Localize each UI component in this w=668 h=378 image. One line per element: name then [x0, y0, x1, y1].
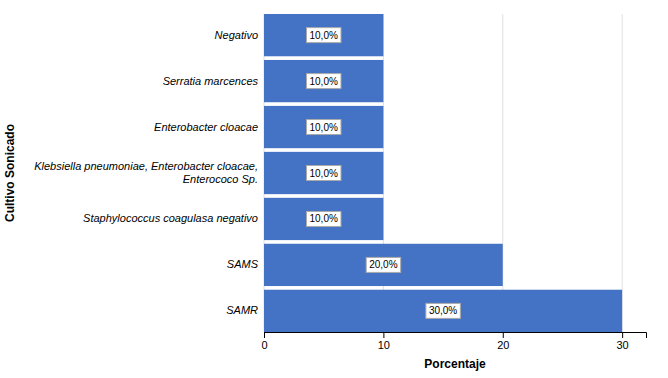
data-label-box [307, 211, 341, 226]
y-tick: Staphylococcus coagulasa negativo [83, 212, 258, 224]
data-label: 10,0% [310, 30, 338, 41]
bars [264, 14, 622, 332]
bar [264, 14, 383, 56]
data-label-group: 30,0% [426, 303, 460, 318]
y-tick-label: Serratia marcences [163, 75, 259, 87]
data-label: 10,0% [310, 213, 338, 224]
data-label-box [307, 120, 341, 135]
data-label: 10,0% [310, 76, 338, 87]
grid-line [622, 14, 623, 332]
y-tick: Enterobacter cloacae [154, 121, 258, 133]
data-label-group: 20,0% [366, 257, 400, 272]
x-axis-line [265, 333, 647, 339]
plot: 0 10 20 30 SAMR SAMS Staphylococcus coagulasa … [34, 14, 646, 351]
x-tick-mark [622, 332, 623, 338]
x-tick: 20 [497, 332, 509, 351]
y-tick-label: Negativo [215, 29, 258, 41]
data-label-box [307, 74, 341, 89]
x-tick: 30 [617, 332, 629, 351]
data-label: 20,0% [369, 259, 397, 270]
data-labels: 30,0% 20,0% 10,0% 10,0% 10,0% 10,0% 10,0% [307, 28, 461, 319]
x-axis: 0 10 20 30 [261, 332, 646, 351]
data-label-group: 10,0% [307, 166, 341, 181]
y-tick: SAMR [226, 304, 258, 316]
data-label: 10,0% [310, 122, 338, 133]
x-tick-label: 20 [497, 339, 509, 351]
bar [264, 244, 503, 286]
y-tick-label: Enterobacter cloacae [154, 121, 258, 133]
data-label-group: 10,0% [307, 28, 341, 43]
data-label-box [307, 166, 341, 181]
grid [264, 14, 622, 332]
y-tick-label: Staphylococcus coagulasa negativo [83, 212, 258, 224]
y-tick-label: SAMR [226, 304, 258, 316]
bar [264, 152, 383, 194]
y-tick: Klebsiella pneumoniae, Enterobacter cloa… [34, 160, 258, 185]
bar [264, 106, 383, 148]
data-label-box [307, 28, 341, 43]
data-label-group: 10,0% [307, 211, 341, 226]
bar [264, 198, 383, 240]
data-label-box [366, 257, 400, 272]
data-label-group: 10,0% [307, 74, 341, 89]
chart: 0 10 20 30 SAMR SAMS Staphylococcus coagulasa … [0, 0, 668, 378]
x-tick-mark [383, 332, 384, 338]
y-tick: Negativo [215, 29, 258, 41]
x-tick-label: 30 [617, 339, 629, 351]
bar [264, 60, 383, 102]
x-tick: 0 [261, 332, 267, 351]
data-label-box [426, 303, 460, 318]
y-axis: SAMR SAMS Staphylococcus coagulasa negativ… [34, 29, 258, 317]
bar [264, 290, 622, 332]
x-tick-mark [264, 332, 265, 338]
x-tick-mark [503, 332, 504, 338]
y-tick: Serratia marcences [163, 75, 259, 87]
y-axis-title: Cultivo Sonicado [3, 124, 17, 222]
y-tick-label: Klebsiella pneumoniae, Enterobacter cloa… [34, 160, 258, 185]
y-tick-label: SAMS [227, 258, 259, 270]
x-tick: 10 [378, 332, 390, 351]
x-axis-title: Porcentaje [424, 357, 486, 371]
x-tick-label: 0 [261, 339, 267, 351]
y-tick: SAMS [227, 258, 259, 270]
data-label: 10,0% [310, 168, 338, 179]
x-tick-label: 10 [378, 339, 390, 351]
data-label-group: 10,0% [307, 120, 341, 135]
data-label: 30,0% [429, 305, 457, 316]
